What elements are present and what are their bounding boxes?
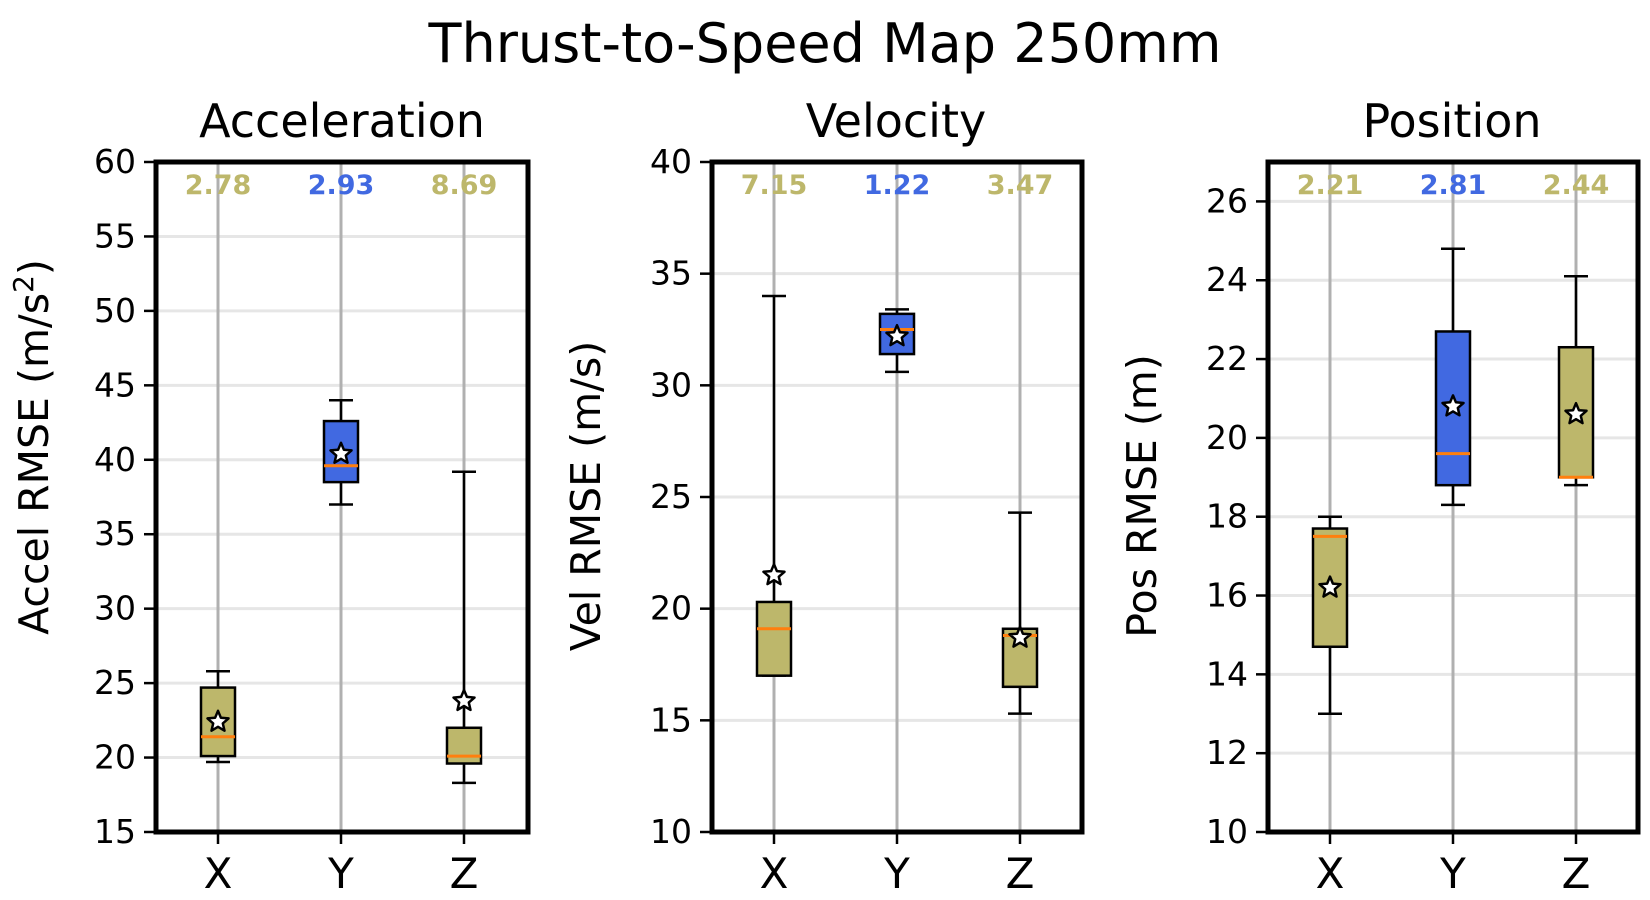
position-y-tick-label: 14: [1206, 654, 1248, 693]
position-y-axis-label: Pos RMSE (m): [1118, 354, 1166, 638]
velocity-y-tick-label: 20: [650, 589, 692, 628]
velocity-y-tick-label: 30: [650, 365, 692, 404]
velocity-x-tick-label: Z: [1006, 849, 1035, 898]
position-panel-title: Position: [1362, 94, 1541, 148]
position-x-tick-label: X: [1316, 849, 1345, 898]
position-y-tick-label: 18: [1206, 497, 1248, 536]
position-x-tick-label: Z: [1562, 849, 1591, 898]
acceleration-y-tick-label: 30: [94, 589, 136, 628]
position-y-tick-label: 26: [1206, 181, 1248, 220]
acceleration-panel: Acceleration Accel RMSE (m/s2) 15 20 25 30 3…: [7, 94, 531, 898]
position-y-tick-label: 22: [1206, 339, 1248, 378]
velocity-panel-title: Velocity: [806, 94, 986, 148]
velocity-y-tick-label: 35: [650, 254, 692, 293]
acceleration-y-tick-label: 35: [94, 514, 136, 553]
velocity-y-tick-label: 15: [650, 700, 692, 739]
acceleration-x-tick-label: Y: [327, 849, 354, 898]
acceleration-y-tick-label: 55: [94, 216, 136, 255]
position-stat-label: 2.81: [1420, 170, 1487, 201]
acceleration-y-tick-label: 45: [94, 365, 136, 404]
velocity-y-axis-label: Vel RMSE (m/s): [562, 341, 610, 651]
acceleration-box: [445, 726, 483, 765]
velocity-y-tick-label: 10: [650, 812, 692, 851]
position-mean-marker: [1318, 575, 1342, 598]
position-panel: Position Pos RMSE (m) 10 12 14 16 18 20 22 24 26…: [1118, 94, 1641, 898]
acceleration-y-tick-label: 50: [94, 291, 136, 330]
acceleration-y-tick-label: 20: [94, 738, 136, 777]
velocity-axes-frame: [709, 159, 1085, 835]
acceleration-x-tick-label: Z: [450, 849, 479, 898]
velocity-panel: Velocity Vel RMSE (m/s) 10 15 20 25 30 35 40 7.…: [562, 94, 1085, 898]
position-y-tick-label: 24: [1206, 260, 1248, 299]
velocity-box: [878, 312, 916, 356]
figure-title: Thrust-to-Speed Map 250mm: [428, 12, 1222, 75]
acceleration-stat-label: 2.78: [185, 170, 252, 201]
position-y-tick-label: 16: [1206, 576, 1248, 615]
position-stat-label: 2.44: [1543, 170, 1610, 201]
position-y-tick-label: 12: [1206, 733, 1248, 772]
acceleration-mean-marker: [206, 709, 230, 732]
velocity-y-tick-label: 25: [650, 477, 692, 516]
acceleration-y-axis-label: Accel RMSE (m/s2): [7, 259, 58, 635]
position-mean-marker: [1564, 401, 1588, 425]
position-x-tick-label: Y: [1439, 849, 1466, 898]
velocity-box: [1001, 627, 1039, 689]
acceleration-stat-label: 2.93: [308, 170, 375, 201]
acceleration-mean-marker: [452, 688, 476, 712]
velocity-box: [755, 600, 793, 677]
velocity-x-tick-label: Y: [883, 849, 910, 898]
velocity-stat-label: 7.15: [741, 170, 808, 201]
velocity-mean-marker: [1008, 625, 1032, 648]
velocity-mean-marker: [762, 562, 786, 586]
position-y-tick-label: 20: [1206, 418, 1248, 457]
acceleration-axes-frame: [153, 159, 531, 835]
velocity-x-tick-label: X: [760, 849, 789, 898]
acceleration-y-tick-label: 60: [94, 142, 136, 181]
position-axes-frame: [1265, 159, 1641, 835]
velocity-y-tick-label: 40: [650, 142, 692, 181]
velocity-stat-label: 3.47: [987, 170, 1054, 201]
acceleration-x-tick-label: X: [204, 849, 233, 898]
acceleration-y-tick-label: 15: [94, 812, 136, 851]
position-stat-label: 2.21: [1297, 170, 1364, 201]
velocity-mean-marker: [885, 323, 909, 347]
acceleration-stat-label: 8.69: [431, 170, 498, 201]
acceleration-panel-title: Acceleration: [199, 94, 485, 148]
position-y-tick-label: 10: [1206, 812, 1248, 851]
velocity-stat-label: 1.22: [864, 170, 931, 201]
acceleration-y-tick-label: 25: [94, 663, 136, 702]
acceleration-y-tick-label: 40: [94, 440, 136, 479]
position-mean-marker: [1441, 394, 1465, 417]
acceleration-mean-marker: [329, 441, 353, 464]
